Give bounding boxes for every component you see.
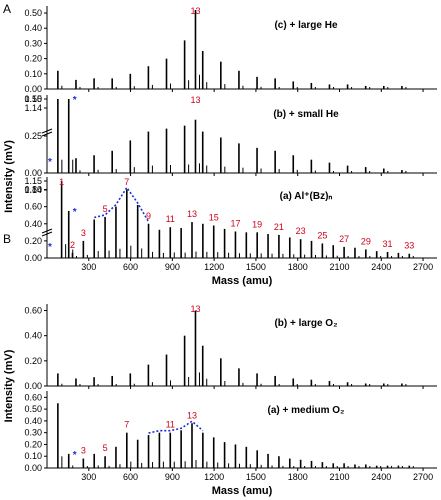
chart-B-b: 0.00 0.20 0.40 0.60 (b) + large O₂ 13 bbox=[24, 304, 437, 391]
panel-label: (a) + medium O₂ bbox=[268, 405, 345, 416]
asterisk-marker: * bbox=[73, 207, 77, 218]
x-tick-label: 300 bbox=[81, 262, 96, 272]
x-tick-label: 300 bbox=[81, 472, 96, 482]
x-tick-label: 2400 bbox=[371, 262, 391, 272]
y-tick-label: 0.00 bbox=[24, 463, 42, 473]
chart-A-b: 0.000.250.501.141.15(b) + small He13**In… bbox=[3, 94, 437, 213]
y-tick-label: 1.15 bbox=[24, 94, 42, 104]
x-tick-label: 1800 bbox=[288, 262, 308, 272]
cluster-label: 29 bbox=[361, 236, 371, 246]
cluster-label: 11 bbox=[166, 214, 175, 224]
y-tick-label: 0.25 bbox=[24, 131, 42, 141]
y-tick-label: 0.50 bbox=[24, 404, 42, 414]
y-tick-label: 0.20 bbox=[24, 439, 42, 449]
chart-A-a: 0.00 0.20 0.40 0.60 0.801.141.15 300 600 900 120… bbox=[24, 176, 437, 287]
y-tick-label: 0.40 bbox=[24, 219, 42, 229]
y-tick-label: 0.00 bbox=[24, 168, 42, 178]
y-tick-label: 0.00 bbox=[24, 84, 42, 94]
cluster-label: 5 bbox=[103, 204, 108, 214]
asterisk-marker: * bbox=[73, 95, 77, 106]
y-tick-label: 0.30 bbox=[24, 38, 42, 48]
y-axis-title: Intensity (mV) bbox=[3, 349, 15, 422]
y-tick-label: 0.10 bbox=[24, 69, 42, 79]
x-tick-label: 600 bbox=[123, 472, 138, 482]
y-tick-label: 1.14 bbox=[24, 185, 42, 195]
cluster-label: 7 bbox=[124, 177, 129, 187]
y-tick-label: 1.15 bbox=[24, 176, 42, 186]
cluster-label: 3 bbox=[81, 446, 86, 456]
panel-letter-a: A bbox=[3, 2, 11, 16]
peak-number-label: 13 bbox=[190, 6, 200, 16]
y-tick-label: 0.80 bbox=[24, 185, 42, 195]
cluster-label: 5 bbox=[103, 443, 108, 453]
x-tick-label: 2700 bbox=[413, 262, 433, 272]
x-tick-label: 1200 bbox=[204, 472, 224, 482]
cluster-label: 3 bbox=[81, 228, 86, 238]
x-tick-label: 1500 bbox=[246, 472, 266, 482]
panel-label: (b) + large O₂ bbox=[274, 318, 337, 329]
cluster-label: 33 bbox=[404, 241, 414, 251]
cluster-label: 13 bbox=[187, 209, 197, 219]
cluster-label: 7 bbox=[124, 420, 129, 430]
y-axis-title: Intensity (mV) bbox=[3, 140, 15, 213]
panel-letter-b: B bbox=[3, 232, 11, 246]
x-tick-label: 2100 bbox=[329, 262, 349, 272]
asterisk-marker: * bbox=[73, 450, 77, 461]
chart-A-c: 0.00 0.10 0.20 0.30 0.40 0.50 (c) + large He 13 bbox=[24, 6, 437, 94]
cluster-label: 1 bbox=[59, 177, 64, 187]
axis-break-mark bbox=[41, 128, 53, 137]
y-tick-label: 1.14 bbox=[24, 103, 42, 113]
cluster-label: 23 bbox=[296, 226, 306, 236]
asterisk-marker: * bbox=[48, 157, 52, 168]
x-tick-label: 1500 bbox=[246, 262, 266, 272]
x-tick-label: 900 bbox=[165, 262, 180, 272]
y-tick-label: 0.00 bbox=[24, 381, 42, 391]
y-tick-label: 0.60 bbox=[24, 202, 42, 212]
y-tick-label: 0.00 bbox=[24, 253, 42, 263]
cluster-label: 15 bbox=[209, 212, 219, 222]
envelope-dotted-line bbox=[94, 186, 150, 223]
peak-number-label: 13 bbox=[190, 95, 200, 105]
cluster-label: 31 bbox=[383, 239, 393, 249]
y-tick-label: 0.50 bbox=[24, 8, 42, 18]
y-tick-label: 0.60 bbox=[24, 306, 42, 316]
y-tick-label: 0.30 bbox=[24, 428, 42, 438]
y-tick-label: 0.40 bbox=[24, 416, 42, 426]
panel-label: (c) + large He bbox=[274, 20, 338, 31]
cluster-label: 9 bbox=[146, 211, 151, 221]
asterisk-marker: * bbox=[48, 242, 52, 253]
x-tick-label: 600 bbox=[123, 262, 138, 272]
cluster-label: 17 bbox=[230, 218, 240, 228]
x-tick-label: 2100 bbox=[329, 472, 349, 482]
y-tick-label: 0.20 bbox=[24, 236, 42, 246]
x-axis-title: Mass (amu) bbox=[212, 275, 273, 287]
y-tick-label: 0.40 bbox=[24, 331, 42, 341]
y-tick-label: 0.20 bbox=[24, 54, 42, 64]
cluster-label: 19 bbox=[252, 219, 262, 229]
x-tick-label: 2700 bbox=[413, 472, 433, 482]
y-tick-label: 0.50 bbox=[24, 94, 42, 104]
cluster-label: 25 bbox=[317, 230, 327, 240]
y-tick-label: 0.20 bbox=[24, 356, 42, 366]
x-tick-label: 1800 bbox=[288, 472, 308, 482]
y-tick-label: 0.10 bbox=[24, 451, 42, 461]
x-tick-label: 1200 bbox=[204, 262, 224, 272]
x-axis-title: Mass (amu) bbox=[212, 485, 273, 497]
y-tick-label: 0.60 bbox=[24, 392, 42, 402]
x-tick-label: 2400 bbox=[371, 472, 391, 482]
cluster-label: 27 bbox=[339, 234, 349, 244]
panel-label: (a) Al⁺(Bz)ₙ bbox=[280, 191, 333, 202]
cluster-label: 2 bbox=[70, 240, 75, 250]
peak-number-label: 13 bbox=[190, 304, 200, 314]
cluster-label: 13 bbox=[187, 410, 197, 420]
cluster-label: 11 bbox=[166, 420, 175, 430]
envelope-dotted-line bbox=[148, 420, 204, 434]
cluster-label: 21 bbox=[274, 222, 284, 232]
axis-break-mark bbox=[41, 228, 53, 237]
y-tick-label: 0.40 bbox=[24, 23, 42, 33]
panel-label: (b) + small He bbox=[273, 109, 339, 120]
x-tick-label: 900 bbox=[165, 472, 180, 482]
